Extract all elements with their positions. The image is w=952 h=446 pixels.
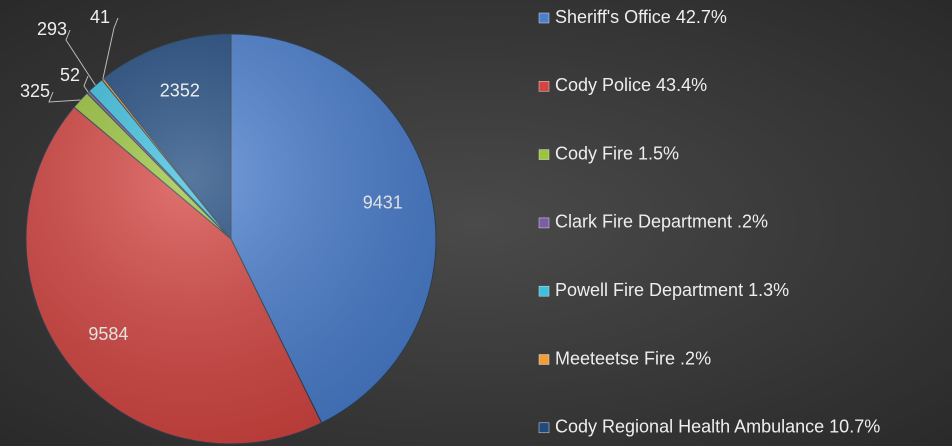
data-label: 52 <box>60 65 80 85</box>
legend-swatch <box>538 81 550 92</box>
data-label: 325 <box>20 81 50 101</box>
legend-label: Sheriff's Office 42.7% <box>555 7 727 27</box>
legend-swatch <box>538 149 550 160</box>
legend-label: Cody Fire 1.5% <box>555 143 679 163</box>
legend-swatch <box>538 12 550 24</box>
legend-label: Cody Regional Health Ambulance 10.7% <box>555 417 880 437</box>
legend-label: Cody Police 43.4% <box>555 75 707 95</box>
data-label: 9431 <box>363 192 403 212</box>
legend-swatch <box>538 354 550 365</box>
legend-label: Powell Fire Department 1.3% <box>555 280 789 300</box>
data-label: 9584 <box>88 324 128 344</box>
legend-swatch <box>538 217 550 229</box>
legend-swatch <box>538 422 550 434</box>
legend-label: Clark Fire Department .2% <box>555 212 768 232</box>
data-label: 2352 <box>160 81 200 101</box>
legend-label: Meeteetse Fire .2% <box>555 348 711 368</box>
data-label: 41 <box>90 7 110 27</box>
legend-swatch <box>538 285 550 297</box>
data-label: 293 <box>37 19 67 39</box>
